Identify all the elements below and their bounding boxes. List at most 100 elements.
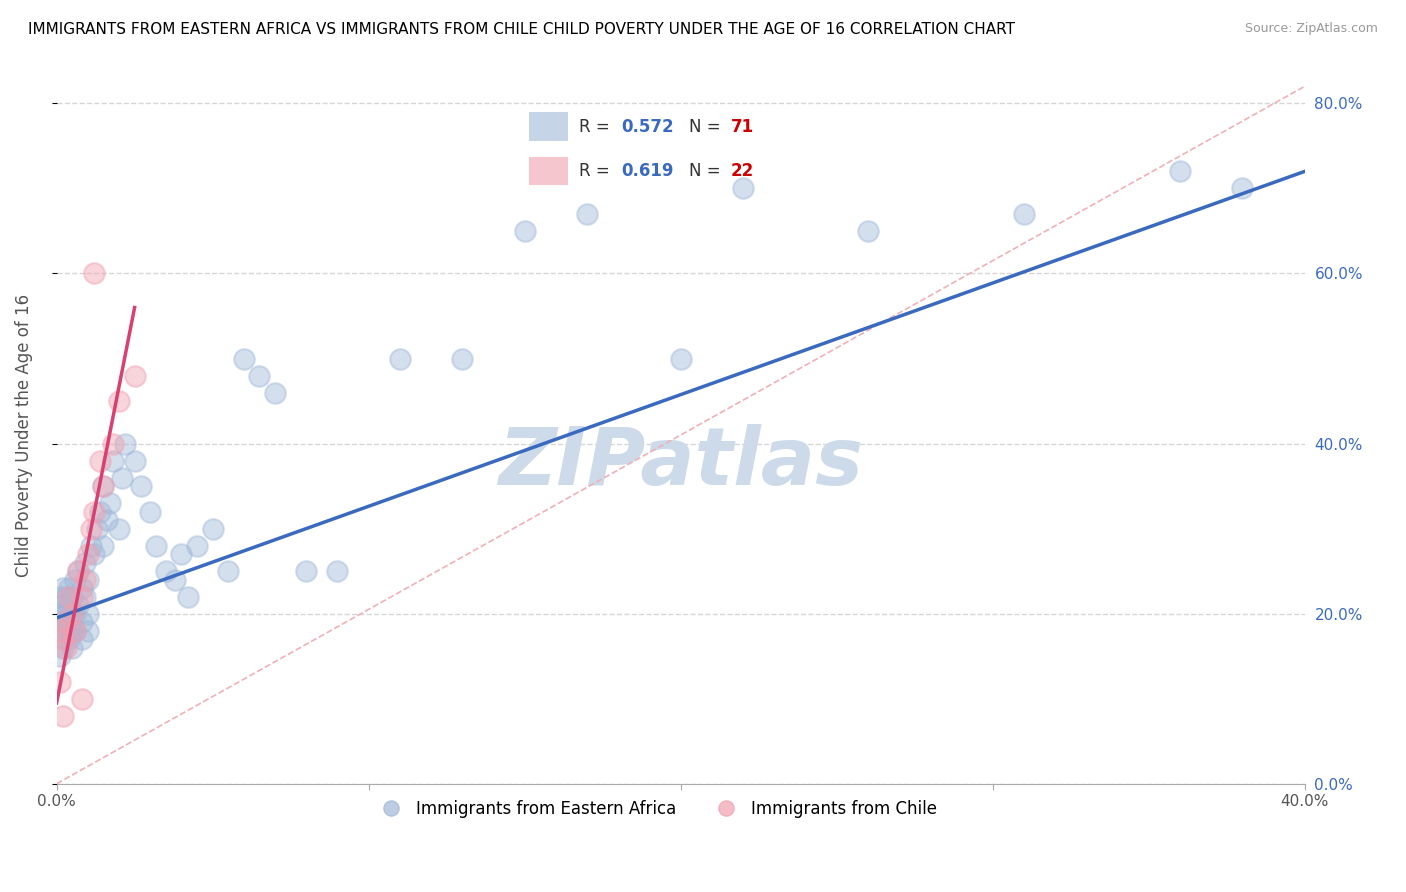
Point bbox=[1168, 164, 1191, 178]
Point bbox=[58, 598, 80, 612]
Point bbox=[101, 453, 124, 467]
Point bbox=[70, 632, 93, 647]
Point bbox=[52, 640, 75, 655]
Point bbox=[96, 513, 118, 527]
Point bbox=[60, 607, 83, 621]
Point bbox=[48, 590, 70, 604]
Point bbox=[98, 496, 121, 510]
Text: Source: ZipAtlas.com: Source: ZipAtlas.com bbox=[1244, 22, 1378, 36]
Point bbox=[93, 539, 115, 553]
Point bbox=[60, 590, 83, 604]
Point bbox=[52, 615, 75, 629]
Point bbox=[83, 547, 105, 561]
Point bbox=[83, 505, 105, 519]
Point bbox=[576, 207, 599, 221]
Point bbox=[65, 573, 87, 587]
FancyBboxPatch shape bbox=[529, 157, 568, 186]
Point bbox=[48, 674, 70, 689]
Point bbox=[76, 607, 98, 621]
Point bbox=[249, 368, 271, 383]
Point bbox=[201, 522, 224, 536]
Text: R =: R = bbox=[579, 162, 610, 180]
Point bbox=[145, 539, 167, 553]
Point bbox=[70, 615, 93, 629]
Point bbox=[108, 522, 131, 536]
Text: 22: 22 bbox=[731, 162, 755, 180]
Point bbox=[669, 351, 692, 366]
Point bbox=[155, 564, 177, 578]
Text: N =: N = bbox=[689, 118, 720, 136]
Point bbox=[52, 581, 75, 595]
Point bbox=[65, 624, 87, 638]
Point bbox=[86, 522, 108, 536]
Point bbox=[55, 590, 77, 604]
Point bbox=[67, 564, 90, 578]
Point bbox=[80, 539, 103, 553]
Point bbox=[326, 564, 349, 578]
Point bbox=[70, 590, 93, 604]
Point bbox=[67, 598, 90, 612]
Point bbox=[60, 640, 83, 655]
Text: 71: 71 bbox=[731, 118, 754, 136]
Point bbox=[856, 224, 879, 238]
Point bbox=[76, 547, 98, 561]
Point bbox=[129, 479, 152, 493]
Point bbox=[89, 505, 111, 519]
Point bbox=[52, 632, 75, 647]
Point bbox=[52, 632, 75, 647]
Point bbox=[388, 351, 411, 366]
Point bbox=[513, 224, 536, 238]
Point bbox=[139, 505, 162, 519]
Text: 0.619: 0.619 bbox=[621, 162, 673, 180]
FancyBboxPatch shape bbox=[529, 112, 568, 141]
Point bbox=[80, 522, 103, 536]
Point bbox=[124, 368, 146, 383]
Point bbox=[65, 624, 87, 638]
Point bbox=[58, 590, 80, 604]
Point bbox=[70, 691, 93, 706]
Point bbox=[232, 351, 254, 366]
Point bbox=[58, 632, 80, 647]
Point bbox=[55, 607, 77, 621]
Y-axis label: Child Poverty Under the Age of 16: Child Poverty Under the Age of 16 bbox=[15, 293, 32, 576]
Point bbox=[73, 590, 96, 604]
Point bbox=[217, 564, 239, 578]
Point bbox=[48, 624, 70, 638]
Point bbox=[76, 624, 98, 638]
Point bbox=[73, 556, 96, 570]
Point bbox=[55, 615, 77, 629]
Point bbox=[114, 436, 136, 450]
Point bbox=[65, 607, 87, 621]
Point bbox=[1012, 207, 1035, 221]
Point bbox=[264, 385, 287, 400]
Point bbox=[83, 267, 105, 281]
Text: IMMIGRANTS FROM EASTERN AFRICA VS IMMIGRANTS FROM CHILE CHILD POVERTY UNDER THE : IMMIGRANTS FROM EASTERN AFRICA VS IMMIGR… bbox=[28, 22, 1015, 37]
Text: R =: R = bbox=[579, 118, 610, 136]
Point bbox=[55, 624, 77, 638]
Text: N =: N = bbox=[689, 162, 720, 180]
Point bbox=[101, 436, 124, 450]
Point bbox=[48, 624, 70, 638]
Point bbox=[48, 607, 70, 621]
Text: 0.572: 0.572 bbox=[621, 118, 673, 136]
Point bbox=[60, 607, 83, 621]
Legend: Immigrants from Eastern Africa, Immigrants from Chile: Immigrants from Eastern Africa, Immigran… bbox=[367, 793, 943, 824]
Point bbox=[1232, 181, 1254, 195]
Point bbox=[93, 479, 115, 493]
Point bbox=[48, 649, 70, 664]
Point bbox=[165, 573, 187, 587]
Point bbox=[73, 573, 96, 587]
Point bbox=[176, 590, 198, 604]
Point bbox=[76, 573, 98, 587]
Point bbox=[108, 394, 131, 409]
Point bbox=[89, 453, 111, 467]
Point bbox=[58, 581, 80, 595]
Point bbox=[70, 581, 93, 595]
Point bbox=[186, 539, 208, 553]
Point bbox=[451, 351, 474, 366]
Point bbox=[124, 453, 146, 467]
Point bbox=[295, 564, 318, 578]
Point bbox=[55, 640, 77, 655]
Point bbox=[731, 181, 754, 195]
Point bbox=[170, 547, 193, 561]
